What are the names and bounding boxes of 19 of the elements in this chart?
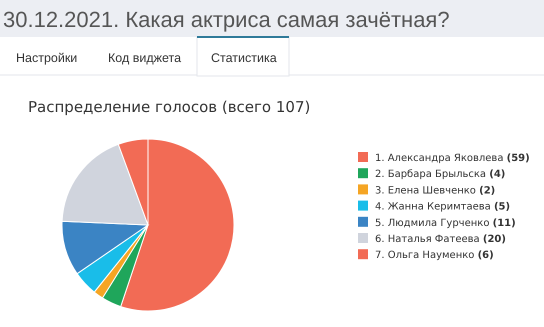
data-label: (5)	[494, 202, 510, 213]
text: Настройки	[16, 51, 78, 65]
text: Статистика	[211, 51, 277, 65]
legend-label: 1. Александра Яковлева	[375, 153, 504, 164]
text: Код виджета	[108, 51, 182, 65]
chart-subtitle: Распределение голосов (всего 107)	[28, 98, 310, 116]
legend-label: 2. Барбара Брыльска	[375, 169, 486, 180]
legend-label: 3. Елена Шевченко	[375, 185, 476, 196]
legend-label: 6. Наталья Фатеева	[375, 234, 480, 245]
legend-label: 4. Жанна Керимтаева	[375, 202, 491, 213]
data-label: (2)	[479, 185, 496, 196]
data-label: (4)	[489, 169, 506, 180]
data-label: (6)	[478, 250, 494, 262]
data-label: (20)	[482, 234, 506, 245]
legend-label: 7. Ольга Науменко	[375, 250, 474, 262]
data-label: (59)	[506, 153, 530, 164]
data-label: (11)	[492, 218, 516, 229]
chart-title: 30.12.2021. Какая актриса самая зачётная?	[3, 7, 450, 32]
legend-label: 5. Людмила Гурченко	[375, 218, 490, 229]
